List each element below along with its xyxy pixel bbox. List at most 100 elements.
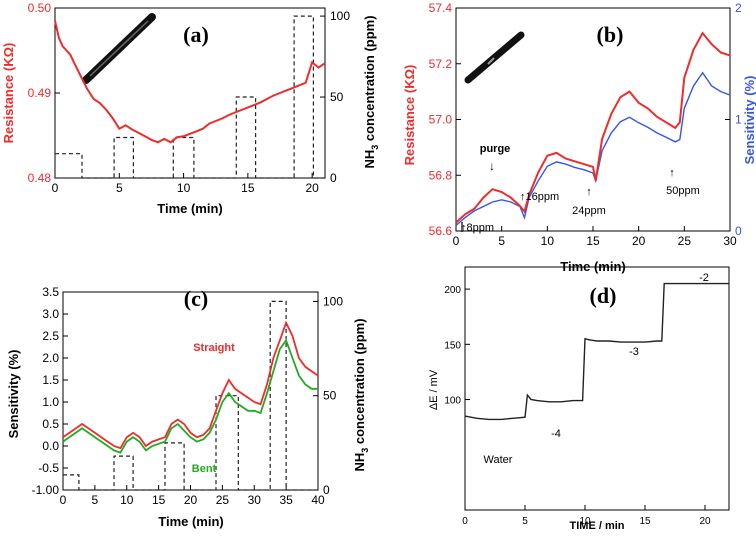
panel-a-resistance-line <box>54 20 326 144</box>
panel-c-y2label-sub: 3 <box>360 448 370 453</box>
panel-b-ylabel: Resistance (KΩ) <box>402 65 417 166</box>
panel-c-ytick-tick-label-2: 0.0 <box>42 439 59 453</box>
panel-d-x-ticks: 0 5 10 15 20 <box>462 505 711 527</box>
panel-b-ytick-tick-label-3: 57.2 <box>429 57 453 71</box>
panel-c: -1.00-0.50.00.51.01.52.02.53.03.5 050100… <box>6 285 370 529</box>
panel-c-xtick-tick-label-4: 20 <box>184 493 198 507</box>
panel-c-xlabel: Time (min) <box>158 514 224 529</box>
panel-c-y2tick-tick-label-0: 0 <box>323 483 330 497</box>
annotation-50ppm: 50ppm <box>666 185 700 197</box>
label-straight: Straight <box>193 342 235 354</box>
panel-c-ytick-tick-label-7: 2.5 <box>42 329 59 343</box>
panel-a-y2label-nh: NH <box>362 150 377 169</box>
panel-b-xtick-tick-label-2: 10 <box>541 234 555 248</box>
annotation-16ppm-arrow: ↑ <box>520 191 526 203</box>
panel-c-y2label: NH3 concentration (ppm) <box>352 318 370 471</box>
panel-b-plot-frame <box>455 7 731 232</box>
panel-c-bent-line <box>62 338 318 454</box>
panel-a-y2tick-tick-label-2: 100 <box>330 9 350 23</box>
panel-a-xtick-tick-label-1: 5 <box>116 181 123 195</box>
panel-c-ytick-tick-label-6: 2.0 <box>42 351 59 365</box>
panel-c-y2tick-tick-label-2: 100 <box>323 294 343 308</box>
panel-c-xtick-tick-label-7: 35 <box>279 493 293 507</box>
panel-b-ytick-tick-label-4: 57.4 <box>429 1 453 15</box>
panel-c-xtick-tick-label-2: 10 <box>120 493 134 507</box>
panel-a-ytick-tick-label-0: 0.48 <box>28 171 52 185</box>
panel-d-potential-line <box>464 282 729 421</box>
panel-c-ytick-tick-label-3: 0.5 <box>42 417 59 431</box>
annotation-minus3: -3 <box>629 346 639 358</box>
panel-c-ytick-tick-label-1: -0.5 <box>38 461 59 475</box>
panel-b: 56.6 56.8 57.0 57.2 57.4 0 1 2 0 5 10 15 20 25 30 (b… <box>402 1 756 274</box>
panel-d-ytick-tick-label-0: 100 <box>444 396 461 407</box>
annotation-16ppm: ↑16ppm <box>520 191 559 203</box>
label-bent: Bent <box>192 463 217 475</box>
panel-d-label: (d) <box>590 283 617 308</box>
panel-c-ytick-tick-label-5: 1.5 <box>42 373 59 387</box>
panel-a-y2tick-tick-label-0: 0 <box>330 171 337 185</box>
panel-b-y2-ticks: 0 1 2 <box>725 1 742 238</box>
panel-c-label: (c) <box>184 286 208 311</box>
panel-c-ylabel: Sensitivity (%) <box>6 350 21 439</box>
annotation-minus2: -2 <box>699 272 709 284</box>
panel-a-ytick-tick-label-1: 0.49 <box>28 86 52 100</box>
panel-a-xtick-tick-label-2: 10 <box>177 181 191 195</box>
panel-c-x-ticks: 0 5 10 15 20 25 30 35 40 <box>60 485 325 507</box>
annotation-purge-arrow: ↓ <box>489 159 495 173</box>
nanotube-highlight <box>89 20 149 77</box>
panel-b-y2tick-tick-label-0: 0 <box>735 224 742 238</box>
panel-a-x-ticks: 0 5 10 15 20 <box>52 173 319 195</box>
panel-a-y-ticks: 0.48 0.49 0.50 <box>28 1 60 185</box>
panel-d-xlabel: TIME / min <box>570 520 625 532</box>
panel-c-ytick-tick-label-0: -1.00 <box>32 483 60 497</box>
panel-c-xtick-tick-label-8: 40 <box>311 493 325 507</box>
panel-a-xtick-tick-label-4: 20 <box>305 181 319 195</box>
panel-a-xtick-tick-label-0: 0 <box>52 181 59 195</box>
panel-d-xtick-tick-label-4: 20 <box>699 516 711 527</box>
annotation-water: Water <box>484 454 513 466</box>
panel-b-label: (b) <box>597 22 624 47</box>
panel-b-y2tick-tick-label-1: 1 <box>735 113 742 127</box>
panel-b-xtick-tick-label-0: 0 <box>453 234 460 248</box>
panel-a-xtick-tick-label-3: 15 <box>241 181 255 195</box>
panel-c-y2tick-tick-label-1: 50 <box>323 389 337 403</box>
panel-b-xtick-tick-label-3: 15 <box>586 234 600 248</box>
panel-c-ytick-tick-label-4: 1.0 <box>42 395 59 409</box>
panel-b-y2tick-tick-label-2: 2 <box>735 1 742 15</box>
annotation-8ppm: ↑8ppm <box>461 222 494 234</box>
panel-b-y-ticks: 56.6 56.8 57.0 57.2 57.4 <box>429 1 461 238</box>
panel-a-y2-ticks: 0 50 100 <box>320 9 350 185</box>
panel-b-ytick-tick-label-1: 56.8 <box>429 168 453 182</box>
panel-a-ylabel: Resistance (KΩ) <box>1 43 16 144</box>
panel-a-concentration-line <box>55 15 325 179</box>
panel-c-xtick-tick-label-5: 25 <box>216 493 230 507</box>
panel-a-y2label-rest: concentration (ppm) <box>362 15 377 144</box>
panel-a-xlabel: Time (min) <box>157 201 223 216</box>
nanotube-joint <box>487 57 495 65</box>
panel-b-x-ticks: 0 5 10 15 20 25 30 <box>453 226 737 248</box>
annotation-24ppm-arrow: ↑ <box>586 186 592 198</box>
annotation-purge: purge <box>480 143 511 155</box>
panel-b-xtick-tick-label-6: 30 <box>723 234 737 248</box>
panel-d-y-ticks: 100 150 200 <box>444 285 470 407</box>
annotation-24ppm: 24ppm <box>572 205 606 217</box>
panel-c-xtick-tick-label-0: 0 <box>60 493 67 507</box>
panel-c-ytick-tick-label-8: 3.0 <box>42 307 59 321</box>
annotation-8ppm-text: 8ppm <box>467 222 495 234</box>
panel-b-y2label: Sensitivity (%) <box>742 76 756 165</box>
panel-a: 0.48 0.49 0.50 0 50 100 0 5 10 15 20 (a) Time (m… <box>1 1 380 216</box>
panel-c-xtick-tick-label-3: 15 <box>152 493 166 507</box>
annotation-16ppm-text: 16ppm <box>526 191 560 203</box>
panel-d: 100 150 200 0 5 10 15 20 (d) Water -4 -3 -2 TI… <box>428 266 730 532</box>
nanotube-bent-icon <box>464 31 525 84</box>
panel-b-resistance-line <box>455 31 731 224</box>
panel-a-y2label-sub: 3 <box>370 145 380 150</box>
panel-d-ytick-tick-label-1: 150 <box>444 340 461 351</box>
panel-c-y-ticks: -1.00 -0.5 0.0 0.5 1.0 1.5 2.0 2.5 3.0 3.5 <box>32 285 68 497</box>
panel-c-straight-line <box>62 320 319 450</box>
panel-c-ytick-tick-label-9: 3.5 <box>42 285 59 299</box>
panel-c-xtick-tick-label-1: 5 <box>92 493 99 507</box>
panel-c-concentration-line <box>63 300 318 491</box>
panel-d-ylabel: ΔE / mV <box>428 369 440 410</box>
